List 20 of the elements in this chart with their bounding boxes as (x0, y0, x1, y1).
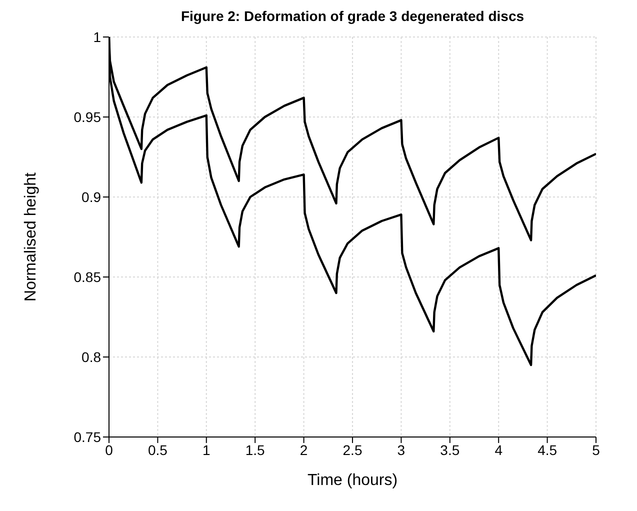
x-tick-label: 2 (300, 442, 308, 458)
x-tick-label: 5 (592, 442, 600, 458)
x-tick-label: 3.5 (440, 442, 460, 458)
x-tick-label: 1 (202, 442, 210, 458)
x-tick-label: 3 (397, 442, 406, 458)
y-tick-label: 0.9 (82, 188, 102, 205)
chart-title: Figure 2: Deformation of grade 3 degenerated discs (180, 8, 526, 24)
x-tick-label: 0.5 (148, 442, 168, 458)
x-tick-label: 0 (105, 442, 114, 458)
y-axis-title: Normalised height (22, 172, 40, 302)
x-tick-label: 1.5 (245, 442, 266, 458)
y-tick-label: 0.8 (82, 348, 102, 365)
x-tick-label: 2.5 (342, 442, 362, 458)
y-tick-label: 0.75 (74, 428, 102, 445)
x-tick-label: 4 (494, 442, 503, 458)
x-axis-title: Time (hours) (307, 472, 398, 489)
y-tick-label: 0.85 (74, 268, 102, 285)
y-tick-label: 1 (93, 28, 102, 45)
x-tick-label: 4.5 (538, 442, 558, 458)
y-tick-label: 0.95 (74, 108, 102, 125)
